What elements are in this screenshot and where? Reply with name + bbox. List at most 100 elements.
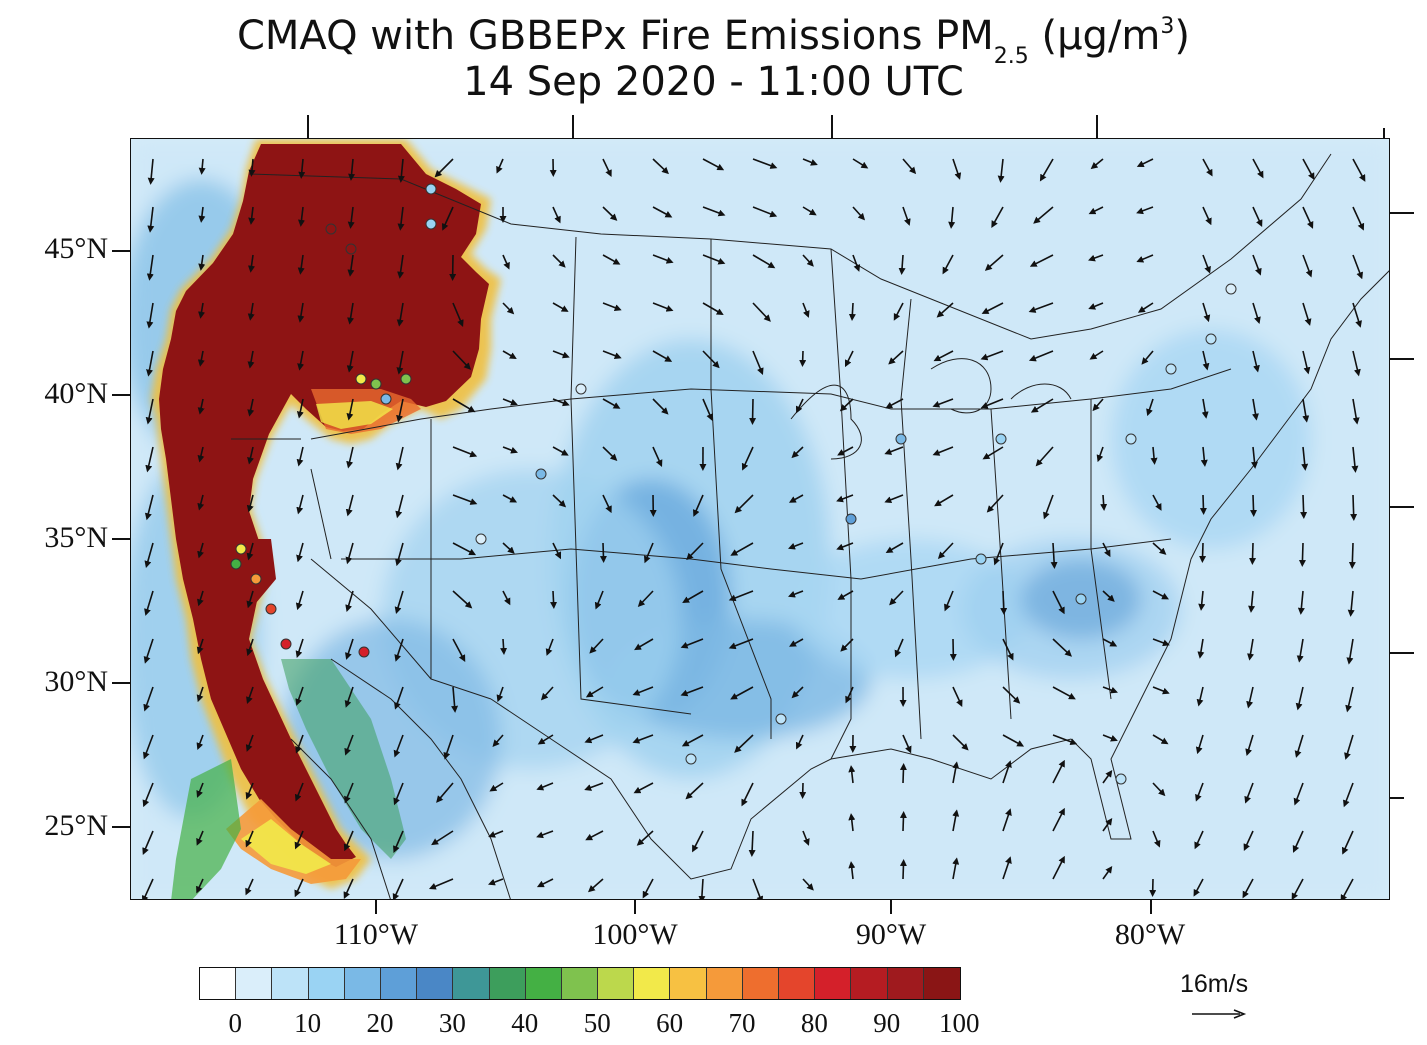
wind-vector (246, 638, 254, 657)
wind-vector (893, 302, 904, 321)
wind-vector (1302, 206, 1314, 229)
wind-vector (752, 350, 764, 376)
wind-vector (1100, 494, 1108, 511)
station-marker (358, 646, 370, 658)
wind-vector (1350, 494, 1358, 521)
colorbar-label: 50 (583, 1008, 611, 1038)
wind-vector (395, 542, 404, 567)
wind-vector (142, 830, 154, 855)
wind-vector (1347, 590, 1355, 617)
wind-vector (602, 302, 622, 311)
wind-vector (899, 859, 907, 880)
wind-vector (1052, 734, 1078, 745)
wind-vector (496, 158, 504, 174)
wind-vector (296, 494, 304, 515)
wind-vector (652, 254, 674, 264)
wind-vector (1050, 542, 1058, 569)
colorbar-label: 0 (228, 1008, 242, 1038)
wind-vector (728, 590, 754, 602)
wind-vector (344, 686, 354, 708)
wind-vector (1152, 638, 1170, 647)
wind-vector (602, 494, 612, 514)
wind-vector (246, 590, 254, 609)
map-title-line1: CMAQ with GBBEPx Fire Emissions PM2.5 (µ… (236, 13, 1190, 69)
right-tick (1390, 358, 1414, 360)
wind-vector (937, 542, 954, 559)
colorbar-swatch (236, 968, 273, 999)
wind-vector (594, 590, 604, 610)
smoke-plume (151, 139, 501, 899)
wind-vector (748, 830, 756, 857)
wind-vector (1202, 302, 1211, 323)
wind-vector (1102, 865, 1113, 880)
wind-vector (345, 542, 354, 565)
station-marker (1075, 593, 1087, 605)
wind-vector (902, 158, 917, 175)
colorbar-swatch (923, 968, 960, 999)
wind-vector (488, 878, 504, 886)
wind-vector (441, 206, 454, 231)
wind-vector (952, 857, 960, 880)
wind-vector (396, 398, 404, 423)
wind-vector (1152, 542, 1167, 555)
wind-vector (552, 302, 569, 312)
wind-vector (1136, 206, 1154, 215)
lon-label-90w: 90°W (855, 918, 927, 951)
wind-vector (142, 734, 154, 760)
colorbar-swatch (308, 968, 345, 999)
wind-vector (981, 302, 1004, 314)
wind-vector (1197, 638, 1205, 659)
wind-vector (602, 398, 621, 409)
wind-vector (344, 782, 354, 804)
wind-vector (537, 734, 554, 745)
wind-vector (343, 830, 354, 852)
wind-vector (1137, 302, 1154, 313)
wind-vector (247, 446, 254, 465)
wind-vector (1195, 734, 1204, 755)
wind-vector (141, 878, 154, 899)
wind-vector (728, 638, 754, 650)
wind-vector (196, 638, 204, 655)
wind-vector (145, 398, 154, 425)
wind-vector (144, 542, 154, 569)
wind-vector (948, 206, 956, 229)
wind-vector (502, 446, 518, 454)
wind-vector (1245, 734, 1254, 757)
wind-vector (345, 590, 354, 613)
wind-vector (452, 398, 476, 413)
wind-vector (789, 638, 804, 647)
colorbar-swatch (634, 968, 671, 999)
wind-vector (1002, 856, 1012, 880)
wind-vector (1295, 686, 1304, 711)
wind-vector (395, 494, 404, 519)
wind-vector (1152, 494, 1162, 511)
wind-vectors (141, 158, 1366, 899)
station-marker (1205, 333, 1217, 345)
wind-vector (198, 254, 206, 271)
wind-vector (396, 350, 404, 375)
wind-vector (146, 350, 154, 377)
wind-vector (1152, 686, 1170, 695)
wind-vector (752, 254, 776, 269)
wind-vector (1198, 590, 1206, 611)
wind-vector (1346, 638, 1354, 665)
wind-vector (702, 302, 724, 316)
wind-vector (602, 254, 621, 265)
wind-vector (952, 686, 963, 708)
wind-vector (197, 350, 205, 367)
wind-vector (934, 494, 954, 507)
wind-vector (1352, 398, 1360, 425)
wind-vector (980, 350, 1004, 361)
wind-vector (984, 254, 1004, 271)
wind-vector (952, 761, 960, 784)
wind-vector (436, 782, 454, 803)
wind-vector (431, 830, 454, 846)
wind-vector (682, 590, 704, 603)
wind-vector (802, 158, 818, 166)
wind-vector (500, 638, 508, 655)
wind-vector (852, 206, 866, 221)
wind-vector (1102, 542, 1111, 558)
wind-vector (802, 302, 810, 318)
wind-vector (348, 158, 356, 181)
right-tick (1390, 212, 1414, 214)
